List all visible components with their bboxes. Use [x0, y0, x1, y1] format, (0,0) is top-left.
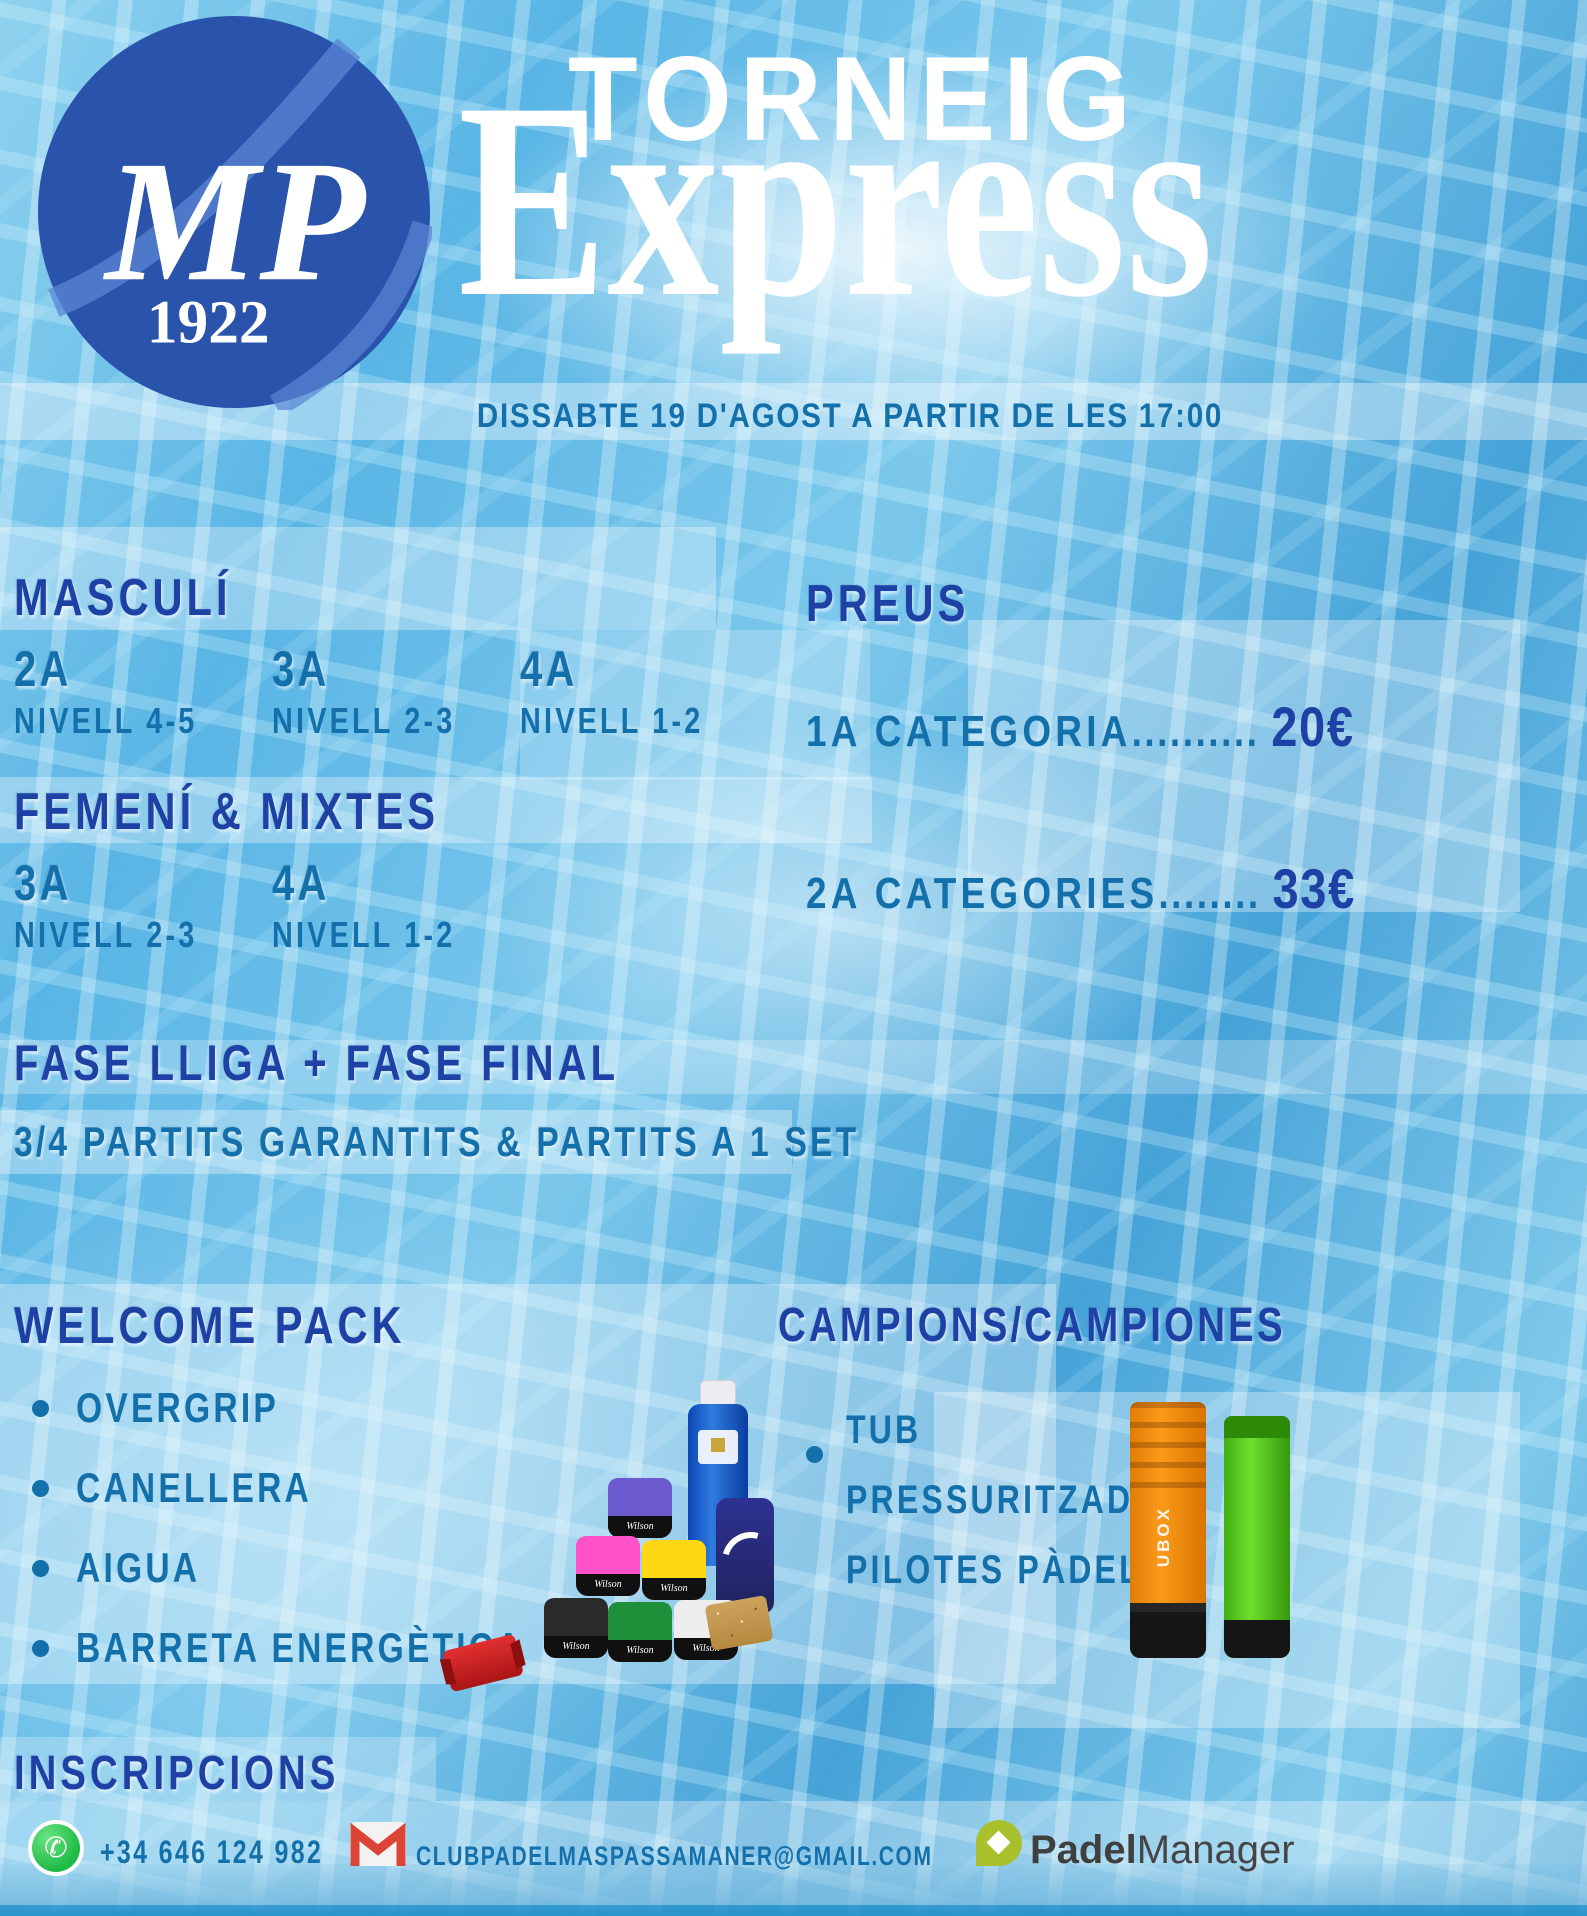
format-line-1: FASE LLIGA + FASE FINAL [14, 1035, 620, 1091]
wristband [716, 1498, 774, 1614]
category-name: 4A [520, 641, 578, 697]
bullet-dot [806, 1446, 823, 1463]
tube-ridges [1130, 1402, 1206, 1498]
bullet-dot [32, 1400, 49, 1417]
campions-prize-line: TUB [846, 1408, 922, 1452]
bullet-dot [32, 1560, 49, 1577]
title-line-1: TORNEIG [568, 32, 1139, 166]
overgrip-roll-black: Wilson [544, 1598, 608, 1658]
whatsapp-icon: ✆ [28, 1820, 84, 1876]
logo-monogram: MP [102, 126, 366, 317]
bottom-water-stripe [0, 1864, 1587, 1916]
category-name: 4A [272, 855, 330, 911]
category-level: NIVELL 4-5 [14, 700, 198, 741]
category-level: NIVELL 2-3 [14, 914, 198, 955]
bullet-dot [32, 1640, 49, 1657]
category-name: 2A [14, 641, 72, 697]
logo-year: 1922 [147, 289, 270, 357]
price-row: 1A CATEGORIA.......... 20€ [806, 694, 1355, 759]
welcome-pack-heading: WELCOME PACK [14, 1297, 406, 1355]
price-label: 1A CATEGORIA [806, 707, 1132, 756]
inscripcions-band [0, 1737, 436, 1801]
water-bottle-cap [700, 1380, 736, 1408]
bottle-label [698, 1430, 738, 1464]
campions-heading: CAMPIONS/CAMPIONES [778, 1299, 1286, 1352]
overgrip-roll-yellow: Wilson [642, 1540, 706, 1600]
preus-heading: PREUS [806, 575, 970, 633]
campions-prize-line: PRESSURITZADOR [846, 1478, 1188, 1522]
title-line-2: Express [458, 44, 1214, 355]
tube-rim [1224, 1416, 1290, 1438]
grip-brand-label: Wilson [608, 1640, 672, 1662]
price-label: 2A CATEGORIES [806, 869, 1159, 918]
tube-brand-text: UBOX [1154, 1506, 1173, 1568]
partits-band [0, 1110, 792, 1174]
preus-panel [968, 620, 1520, 912]
overgrip-roll-pink: Wilson [576, 1536, 640, 1596]
campions-prize-line: PILOTES PÀDEL [846, 1548, 1142, 1592]
price-dots: .......... [1131, 707, 1260, 756]
welcome-pack-item: AIGUA [76, 1544, 201, 1591]
category-level: NIVELL 1-2 [272, 914, 456, 955]
club-logo: MP 1922 [37, 15, 432, 410]
padelmanager-light: Manager [1136, 1828, 1295, 1872]
format-line-2: 3/4 PARTITS GARANTITS & PARTITS A 1 SET [14, 1118, 860, 1165]
grip-brand-label: Wilson [642, 1578, 706, 1600]
masculi-heading: MASCULÍ [14, 569, 232, 627]
date-banner: DISSABTE 19 D'AGOST A PARTIR DE LES 17:0… [476, 397, 1224, 435]
email-address: CLUBPADELMASPASSAMANER@GMAIL.COM [416, 1841, 933, 1871]
price-dots: ........ [1158, 869, 1261, 918]
grip-brand-label: Wilson [544, 1636, 608, 1658]
phone-number: +34 646 124 982 [100, 1834, 324, 1870]
tube-cap [1130, 1612, 1206, 1658]
green-pressurizer-tube [1224, 1416, 1290, 1658]
tube-cap [1224, 1620, 1290, 1658]
category-level: NIVELL 2-3 [272, 700, 456, 741]
welcome-pack-item: OVERGRIP [76, 1384, 279, 1431]
masculi-band [0, 527, 716, 630]
category-name: 3A [14, 855, 72, 911]
energy-bar [704, 1594, 774, 1652]
welcome-pack-item: CANELLERA [76, 1464, 312, 1511]
welcome-pack-photo: Wilson Wilson Wilson Wilson Wilson Wilso… [440, 1380, 774, 1693]
grip-brand-label: Wilson [576, 1574, 640, 1596]
price-value: 33€ [1272, 857, 1356, 920]
padelmanager-bold: Padel [1030, 1828, 1137, 1872]
orange-pressurizer-tube: UBOX [1130, 1402, 1206, 1658]
femeni-band [0, 777, 872, 843]
padelmanager-pin-icon [976, 1820, 1022, 1866]
bullet-dot [32, 1480, 49, 1497]
overgrip-roll-purple: Wilson [608, 1478, 672, 1538]
gmail-icon [350, 1822, 406, 1866]
pressurizer-tubes-photo: UBOX [1128, 1402, 1303, 1664]
welcome-panel [0, 1284, 1056, 1684]
grip-brand-label: Wilson [608, 1516, 672, 1538]
head-logo-curve [716, 1521, 774, 1601]
overgrip-roll-green: Wilson [608, 1602, 672, 1662]
price-row: 2A CATEGORIES........ 33€ [806, 856, 1356, 921]
padelmanager-logo-text: PadelManager [1030, 1828, 1295, 1873]
wrapped-bar [442, 1633, 524, 1693]
price-value: 20€ [1271, 695, 1355, 758]
tube-ring [1130, 1603, 1206, 1612]
inscripcions-heading: INSCRIPCIONS [14, 1747, 340, 1800]
category-level: NIVELL 1-2 [520, 700, 704, 741]
category-name: 3A [272, 641, 330, 697]
category-band [520, 630, 870, 780]
fase-band [0, 1040, 1587, 1094]
femeni-heading: FEMENÍ & MIXTES [14, 783, 440, 841]
contact-band [0, 1801, 1587, 1905]
